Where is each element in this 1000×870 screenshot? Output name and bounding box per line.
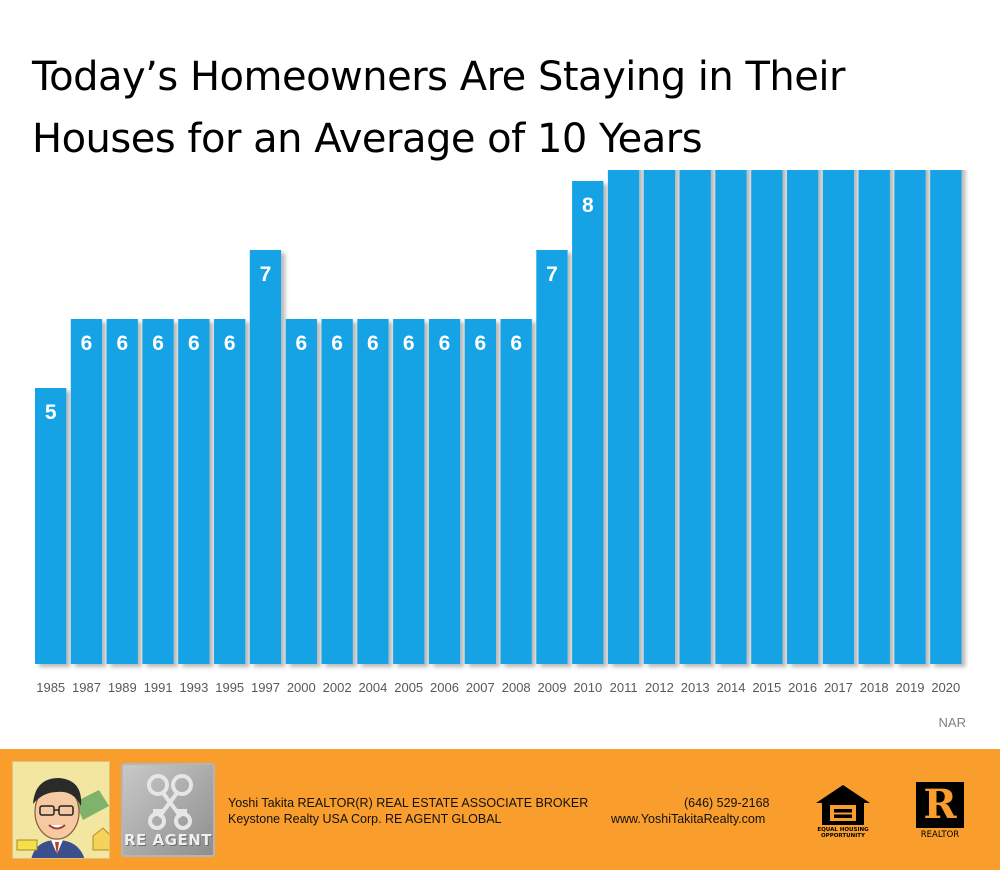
agent-name-line: Yoshi Takita REALTOR(R) REAL ESTATE ASSO… <box>228 796 589 810</box>
bar-2018 <box>858 170 890 664</box>
equal-housing-house-icon <box>816 785 870 825</box>
agent-company-line: Keystone Realty USA Corp. RE AGENT GLOBA… <box>228 812 502 826</box>
x-tick-label-2004: 2004 <box>358 680 387 695</box>
bar-2008 <box>500 319 532 664</box>
bar-value-label-1985: 5 <box>45 401 57 424</box>
bar-2019 <box>894 170 926 664</box>
bar-2011 <box>607 170 640 664</box>
bar-2004 <box>357 319 389 664</box>
x-tick-label-2018: 2018 <box>860 680 889 695</box>
bar-1997 <box>249 250 282 664</box>
x-tick-label-2020: 2020 <box>931 680 960 695</box>
x-tick-label-1995: 1995 <box>215 680 244 695</box>
x-tick-label-2000: 2000 <box>287 680 316 695</box>
x-axis-tick-labels: 1985 1987 1989 1991 1993 1995 1997 2000 2002 2004… <box>36 680 960 695</box>
bar-2006 <box>428 319 461 664</box>
x-tick-label-2017: 2017 <box>824 680 853 695</box>
bar-value-label-1987: 6 <box>81 332 93 355</box>
bar-value-label-2009: 7 <box>546 263 558 286</box>
bar-1989 <box>106 319 138 664</box>
x-tick-label-2005: 2005 <box>394 680 423 695</box>
bar-value-label-2006: 6 <box>439 332 451 355</box>
x-tick-label-2009: 2009 <box>538 680 567 695</box>
x-tick-label-1989: 1989 <box>108 680 137 695</box>
equal-housing-text: EQUAL HOUSING OPPORTUNITY <box>817 827 869 839</box>
realtor-label: REALTOR <box>920 830 960 840</box>
bar-1993 <box>178 319 210 664</box>
bar-2010 <box>572 181 604 664</box>
x-tick-label-1987: 1987 <box>72 680 101 695</box>
x-tick-label-2010: 2010 <box>573 680 602 695</box>
x-tick-label-2007: 2007 <box>466 680 495 695</box>
bar-value-label-2004: 6 <box>367 332 379 355</box>
bar-2015 <box>751 170 783 664</box>
value-labels-group: 5666667666666678999109101091010 <box>45 194 594 424</box>
keys-icon <box>147 774 193 830</box>
bar-value-label-2010: 8 <box>582 194 594 217</box>
x-tick-label-1993: 1993 <box>179 680 208 695</box>
bar-1985 <box>35 388 67 664</box>
bar-value-label-1997: 7 <box>260 263 272 286</box>
chart-title-line-1: Today’s Homeowners Are Staying in Their <box>32 54 845 100</box>
re-agent-logo: RE AGENT <box>121 763 215 857</box>
bar-value-label-1991: 6 <box>152 332 164 355</box>
bar-value-label-1989: 6 <box>116 332 128 355</box>
bar-value-label-2000: 6 <box>295 332 307 355</box>
bar-value-label-1993: 6 <box>188 332 200 355</box>
bar-2002 <box>321 319 353 664</box>
x-tick-label-1997: 1997 <box>251 680 280 695</box>
bar-value-label-2002: 6 <box>331 332 343 355</box>
bar-2017 <box>822 170 855 664</box>
realtor-r-mark: R <box>923 781 957 828</box>
bar-2009 <box>536 250 568 664</box>
bar-2007 <box>464 319 496 664</box>
x-tick-label-2011: 2011 <box>610 680 638 695</box>
re-agent-logo-text: RE AGENT <box>124 831 212 849</box>
bar-2014 <box>715 170 747 664</box>
bar-value-label-2005: 6 <box>403 332 415 355</box>
footer-banner: RE AGENT Yoshi Takita REALTOR(R) REAL ES… <box>0 749 1000 870</box>
bar-1991 <box>142 319 174 664</box>
bar-2013 <box>679 170 711 664</box>
bar-2000 <box>285 319 317 664</box>
x-tick-label-2002: 2002 <box>323 680 352 695</box>
bar-2012 <box>643 170 675 664</box>
realtor-logo: R <box>916 782 964 828</box>
bar-value-label-1995: 6 <box>224 332 236 355</box>
x-tick-label-2014: 2014 <box>717 680 746 695</box>
bar-2020 <box>930 170 962 664</box>
bar-chart: 5666667666666678999109101091010 19851987… <box>35 170 962 695</box>
bar-2016 <box>787 170 819 664</box>
bar-1995 <box>214 319 246 664</box>
x-tick-label-2013: 2013 <box>681 680 710 695</box>
chart-title: Today’s Homeowners Are Staying in Their … <box>32 46 932 170</box>
bars-group <box>35 170 962 664</box>
x-tick-label-2012: 2012 <box>645 680 674 695</box>
agent-phone: (646) 529-2168 <box>684 796 770 810</box>
agent-website: www.YoshiTakitaRealty.com <box>611 812 766 826</box>
chart-title-line-2: Houses for an Average of 10 Years <box>32 116 703 162</box>
bar-1987 <box>70 319 103 664</box>
x-tick-label-2006: 2006 <box>430 680 459 695</box>
source-label: NAR <box>938 715 966 730</box>
bar-2005 <box>393 319 425 664</box>
x-tick-label-2016: 2016 <box>788 680 817 695</box>
x-tick-label-2008: 2008 <box>502 680 531 695</box>
bar-value-label-2008: 6 <box>510 332 522 355</box>
agent-caricature-photo <box>12 761 110 859</box>
x-tick-label-1985: 1985 <box>36 680 65 695</box>
x-tick-label-2019: 2019 <box>896 680 925 695</box>
x-tick-label-1991: 1991 <box>144 680 173 695</box>
x-tick-label-2015: 2015 <box>752 680 781 695</box>
bar-value-label-2007: 6 <box>474 332 486 355</box>
